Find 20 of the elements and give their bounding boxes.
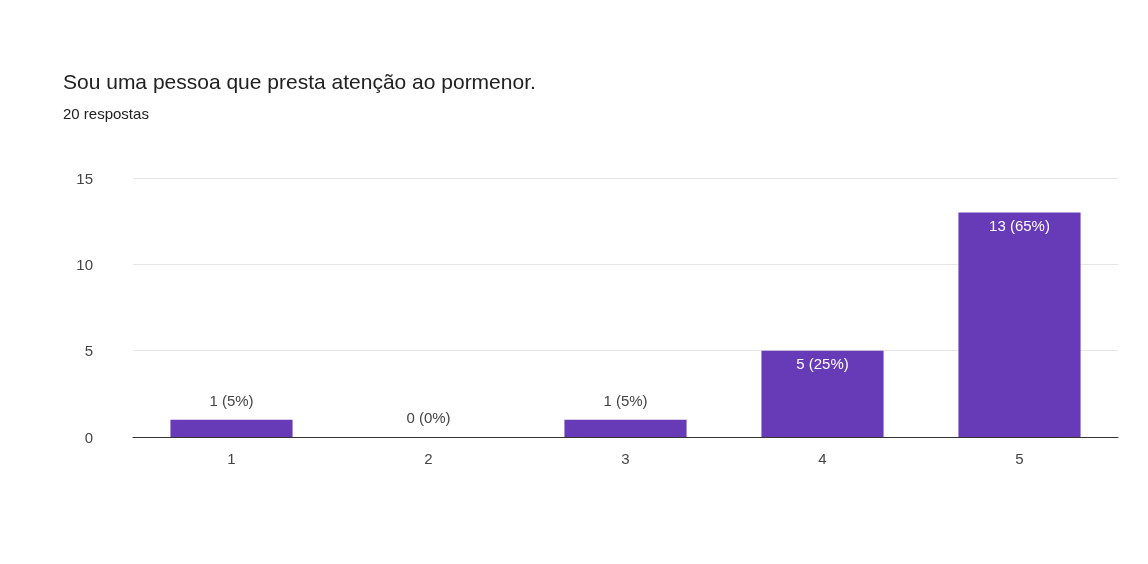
y-tick-label: 15 — [76, 169, 93, 187]
x-tick-label: 2 — [424, 450, 433, 467]
chart-subtitle: 20 respostas — [63, 105, 149, 122]
bar — [170, 419, 293, 437]
data-label: 5 (25%) — [796, 354, 849, 372]
bar — [761, 350, 884, 437]
data-label: 13 (65%) — [989, 216, 1050, 234]
data-label: 1 (5%) — [603, 391, 648, 409]
x-tick-label: 3 — [621, 450, 630, 467]
y-tick-label: 5 — [84, 342, 93, 360]
y-tick-label: 0 — [84, 428, 93, 446]
x-tick-label: 4 — [818, 450, 827, 467]
x-tick-label: 1 — [227, 450, 236, 467]
data-label: 1 (5%) — [209, 391, 254, 409]
x-tick-label: 5 — [1015, 450, 1024, 467]
chart-title: Sou uma pessoa que presta atenção ao pormenor. — [63, 70, 536, 93]
bar — [564, 419, 687, 437]
y-tick-label: 10 — [76, 255, 93, 273]
bar — [958, 212, 1081, 437]
data-label: 0 (0%) — [406, 409, 451, 426]
